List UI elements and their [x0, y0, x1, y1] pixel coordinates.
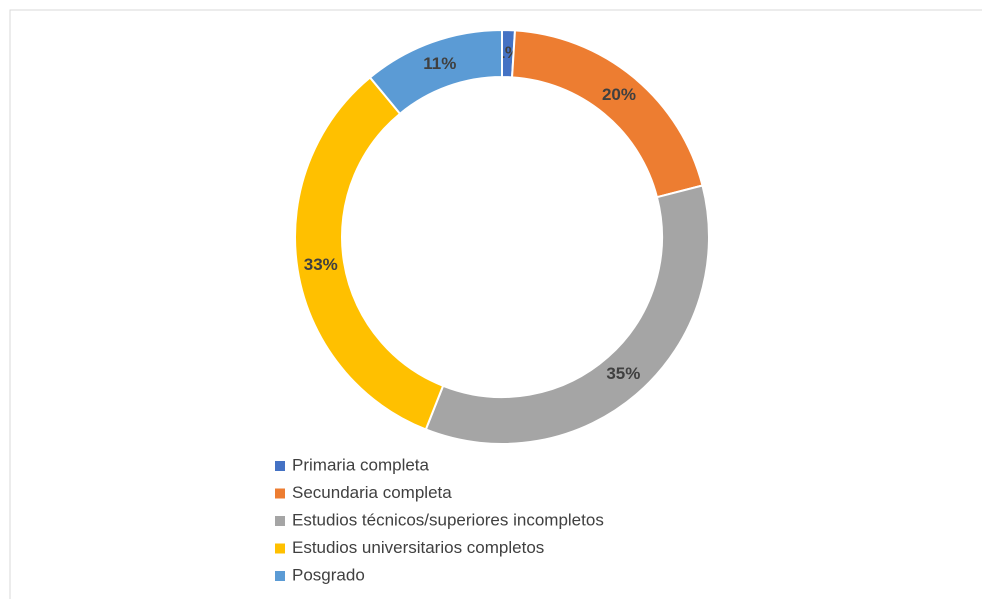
legend-label: Secundaria completa: [292, 483, 452, 502]
data-label: 20%: [602, 85, 636, 104]
data-label: 35%: [606, 364, 640, 383]
legend-marker: [275, 516, 285, 526]
legend-marker: [275, 543, 285, 554]
legend-label: Posgrado: [292, 565, 365, 584]
data-label: 33%: [304, 255, 338, 274]
data-label: 11%: [423, 54, 456, 73]
legend-marker: [275, 488, 285, 499]
legend-label: Estudios universitarios completos: [292, 538, 544, 557]
chart-frame: [9, 9, 982, 599]
donut-slice: [294, 76, 445, 431]
legend-label: Primaria completa: [292, 455, 430, 474]
donut-slice: [424, 184, 710, 445]
donut-slice: [368, 28, 503, 116]
donut-slice: [510, 29, 704, 199]
legend-label: Estudios técnicos/superiores incompletos: [292, 510, 604, 529]
legend-marker: [275, 461, 285, 471]
legend-marker: [275, 571, 285, 581]
